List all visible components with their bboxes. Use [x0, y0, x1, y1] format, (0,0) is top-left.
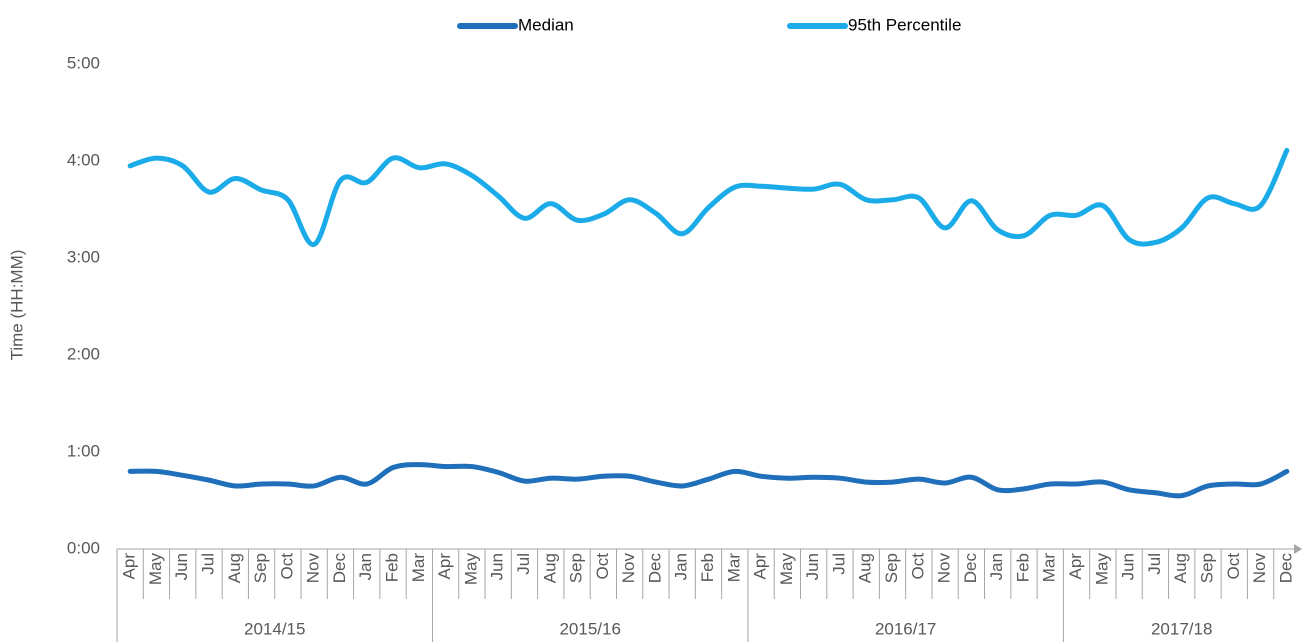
x-tick-label: Oct — [277, 553, 296, 580]
x-tick-label: Apr — [1066, 553, 1085, 580]
x-tick-label: Aug — [856, 553, 875, 583]
group-label: 2014/15 — [244, 619, 305, 638]
x-tick-label: Feb — [383, 553, 402, 582]
x-tick-label: Sep — [251, 553, 270, 583]
x-tick-label: Oct — [593, 553, 612, 580]
x-tick-label: Nov — [304, 553, 323, 584]
x-tick-label: Mar — [409, 553, 428, 583]
x-tick-label: Aug — [540, 553, 559, 583]
y-tick-label: 2:00 — [67, 344, 100, 363]
x-tick-label: Jul — [829, 553, 848, 575]
group-label: 2016/17 — [875, 619, 936, 638]
x-tick-label: Dec — [330, 553, 349, 584]
group-label: 2017/18 — [1151, 619, 1212, 638]
legend-label: 95th Percentile — [848, 15, 961, 34]
y-tick-label: 3:00 — [67, 247, 100, 266]
x-tick-label: Jun — [803, 553, 822, 580]
x-tick-label: Feb — [1013, 553, 1032, 582]
x-tick-label: Mar — [1040, 553, 1059, 583]
x-tick-label: Jan — [356, 553, 375, 580]
x-tick-label: Jan — [672, 553, 691, 580]
y-tick-label: 1:00 — [67, 441, 100, 460]
group-label: 2015/16 — [559, 619, 620, 638]
series-line — [127, 147, 1290, 247]
x-tick-label: Feb — [698, 553, 717, 582]
series-line — [127, 462, 1290, 499]
x-tick-label: Jul — [514, 553, 533, 575]
x-tick-label: May — [146, 553, 165, 586]
x-tick-label: Jan — [987, 553, 1006, 580]
x-tick-label: Jul — [1145, 553, 1164, 575]
x-tick-label: Dec — [645, 553, 664, 584]
y-axis-label: Time (HH:MM) — [7, 250, 26, 361]
x-tick-label: Jun — [1119, 553, 1138, 580]
x-tick-label: Apr — [751, 553, 770, 580]
x-tick-label: Oct — [908, 553, 927, 580]
x-tick-label: Mar — [724, 553, 743, 583]
x-tick-label: Nov — [619, 553, 638, 584]
x-tick-label: Jun — [172, 553, 191, 580]
x-tick-label: Sep — [567, 553, 586, 583]
x-tick-label: Aug — [225, 553, 244, 583]
y-tick-label: 0:00 — [67, 538, 100, 557]
x-axis-arrow — [1294, 544, 1302, 554]
x-tick-label: Oct — [1224, 553, 1243, 580]
legend-label: Median — [518, 15, 574, 34]
x-tick-label: Sep — [1197, 553, 1216, 583]
x-tick-label: Nov — [1250, 553, 1269, 584]
x-tick-label: Dec — [1276, 553, 1295, 584]
y-tick-label: 4:00 — [67, 150, 100, 169]
x-tick-label: Apr — [435, 553, 454, 580]
x-tick-label: Sep — [882, 553, 901, 583]
x-tick-label: Aug — [1171, 553, 1190, 583]
x-tick-label: May — [461, 553, 480, 586]
x-tick-label: Dec — [961, 553, 980, 584]
x-tick-label: Jun — [488, 553, 507, 580]
x-tick-label: May — [777, 553, 796, 586]
y-tick-label: 5:00 — [67, 53, 100, 72]
x-tick-label: May — [1092, 553, 1111, 586]
x-tick-label: Apr — [120, 553, 139, 580]
x-tick-label: Nov — [935, 553, 954, 584]
x-tick-label: Jul — [198, 553, 217, 575]
